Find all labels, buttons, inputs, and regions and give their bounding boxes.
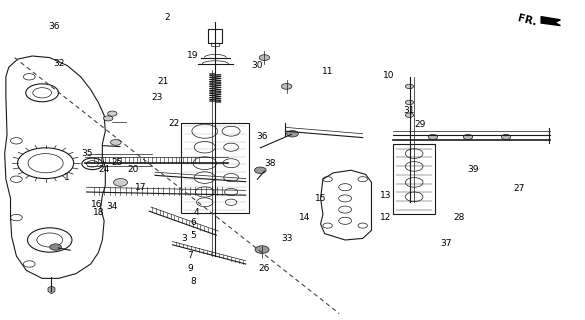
Text: 28: 28 [453, 213, 465, 222]
Circle shape [463, 134, 473, 140]
Text: 27: 27 [514, 184, 525, 193]
Text: 36: 36 [256, 132, 268, 141]
Text: 23: 23 [151, 93, 163, 102]
Text: 18: 18 [92, 208, 104, 217]
Circle shape [50, 244, 61, 250]
Text: 17: 17 [135, 183, 146, 192]
Text: 35: 35 [81, 149, 92, 158]
Circle shape [405, 84, 414, 89]
Text: 24: 24 [98, 165, 110, 174]
Text: 2: 2 [164, 13, 170, 22]
Circle shape [255, 246, 269, 253]
Text: 15: 15 [315, 194, 326, 203]
Text: 16: 16 [91, 200, 102, 209]
Text: 13: 13 [380, 191, 392, 200]
Text: 36: 36 [48, 22, 60, 31]
Bar [393, 144, 435, 214]
Text: 25: 25 [111, 158, 123, 167]
Circle shape [259, 55, 270, 60]
Text: 8: 8 [190, 277, 196, 286]
Text: 20: 20 [128, 165, 139, 174]
Text: 19: 19 [187, 52, 199, 60]
Text: 14: 14 [298, 213, 310, 222]
Circle shape [104, 116, 113, 121]
Text: 10: 10 [383, 71, 395, 80]
Text: 6: 6 [190, 218, 196, 227]
Text: 33: 33 [281, 234, 292, 243]
Text: 12: 12 [380, 213, 392, 222]
Text: 5: 5 [190, 231, 196, 240]
Circle shape [405, 100, 414, 105]
Text: 3: 3 [181, 234, 187, 243]
Text: 4: 4 [193, 208, 199, 217]
Text: 30: 30 [252, 61, 263, 70]
Text: 26: 26 [259, 264, 270, 273]
Circle shape [281, 84, 292, 89]
Text: 9: 9 [187, 264, 193, 273]
Bar [208, 29, 222, 43]
Text: 7: 7 [187, 252, 193, 260]
Bar [211, 43, 219, 46]
Text: 32: 32 [53, 59, 64, 68]
Polygon shape [48, 286, 55, 294]
Circle shape [501, 134, 511, 140]
Circle shape [428, 134, 438, 140]
Text: 11: 11 [322, 68, 333, 76]
Text: 1: 1 [64, 173, 70, 182]
Circle shape [108, 111, 117, 116]
Text: 34: 34 [106, 202, 118, 211]
Text: 21: 21 [157, 77, 168, 86]
Text: 22: 22 [168, 119, 180, 128]
Bar [181, 123, 249, 213]
Text: FR.: FR. [517, 14, 538, 28]
Circle shape [254, 167, 266, 173]
Text: 29: 29 [414, 120, 426, 129]
Polygon shape [541, 17, 560, 26]
Text: 39: 39 [467, 165, 479, 174]
Text: 38: 38 [264, 159, 276, 168]
Circle shape [405, 113, 414, 117]
Circle shape [287, 131, 298, 137]
Circle shape [111, 140, 121, 145]
Text: 31: 31 [404, 106, 415, 115]
Circle shape [113, 179, 128, 186]
Text: 37: 37 [440, 239, 452, 248]
